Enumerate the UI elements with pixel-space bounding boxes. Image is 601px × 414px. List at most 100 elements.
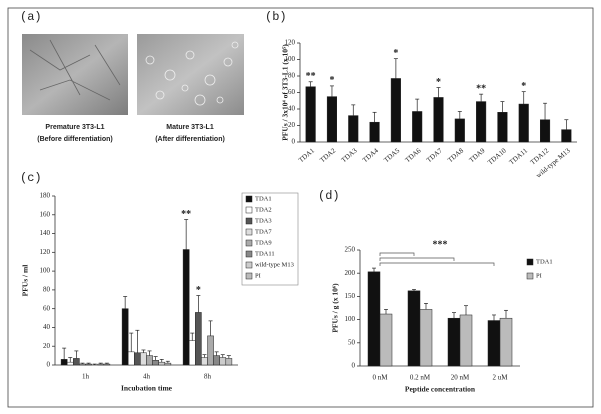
significance-marker: ** — [476, 83, 486, 94]
y-tick-label: 40 — [43, 323, 51, 331]
legend-label: PI — [255, 272, 261, 279]
legend-swatch — [245, 239, 253, 247]
legend-swatch — [245, 261, 253, 269]
bar — [369, 121, 380, 143]
y-tick-label: 20 — [43, 342, 51, 350]
legend-label: wild-type M13 — [255, 261, 294, 268]
bar — [79, 363, 86, 366]
y-tick-label: 150 — [345, 292, 356, 300]
bar — [499, 317, 513, 367]
bar — [219, 357, 227, 366]
micrograph — [22, 34, 128, 115]
x-tick-label: TDA9 — [468, 146, 487, 164]
bar — [60, 359, 68, 366]
bar — [447, 317, 461, 367]
panel-label: (b) — [265, 10, 287, 24]
y-axis-label: PFUs / 3x10⁴ of 3T3-L1 (x 10⁵) — [281, 44, 290, 141]
legend-swatch — [526, 258, 534, 266]
y-axis-label: PFUs / ml — [21, 265, 30, 297]
bar — [407, 290, 421, 367]
y-tick-label: 180 — [40, 192, 51, 200]
legend-swatch — [245, 250, 253, 258]
bar — [97, 363, 105, 366]
x-tick-label: TDA11 — [508, 146, 530, 166]
bar — [127, 351, 135, 366]
y-tick-label: 60 — [43, 304, 51, 312]
x-tick-label: TDA8 — [446, 146, 465, 164]
y-tick-label: 120 — [40, 248, 51, 256]
bar — [561, 129, 572, 143]
bar — [195, 312, 202, 366]
image-caption: (After differentiation) — [155, 136, 225, 143]
bar — [326, 96, 338, 143]
legend-swatch — [245, 195, 253, 203]
x-tick-label: TDA10 — [486, 146, 508, 166]
legend-label: TDA1 — [255, 195, 272, 202]
x-tick-label: TDA7 — [425, 146, 444, 164]
x-tick-label: 8h — [204, 373, 212, 381]
x-tick-label: 2 uM — [493, 374, 509, 382]
bar — [225, 358, 233, 366]
y-tick-label: 250 — [345, 246, 356, 254]
bar — [213, 355, 220, 366]
bar — [390, 78, 401, 143]
y-tick-label: 100 — [285, 55, 296, 63]
bar — [158, 361, 166, 366]
y-tick-label: 100 — [345, 315, 356, 323]
y-tick-label: 100 — [40, 267, 51, 275]
x-tick-label: 1h — [82, 373, 90, 381]
legend-swatch — [526, 272, 534, 280]
y-tick-label: 140 — [40, 229, 51, 237]
bar — [73, 358, 80, 366]
x-axis-label: Peptide concentration — [405, 385, 476, 394]
legend-label: TDA2 — [255, 206, 272, 213]
frame — [7, 7, 594, 408]
legend-swatch — [245, 228, 253, 236]
legend-swatch — [245, 206, 253, 214]
y-tick-label: 80 — [43, 285, 51, 293]
cell-texture — [29, 39, 239, 106]
micrograph — [137, 34, 244, 115]
bar — [433, 97, 444, 143]
x-tick-label: TDA6 — [404, 146, 423, 164]
panel-label: (c) — [20, 171, 42, 185]
x-tick-label: 20 nM — [451, 374, 470, 382]
bar — [146, 355, 153, 366]
bar — [379, 313, 393, 367]
bar — [459, 314, 473, 367]
y-tick-label: 160 — [40, 210, 51, 218]
bar — [182, 249, 190, 366]
bar — [497, 112, 508, 143]
bar — [419, 309, 433, 367]
legend-label: TDA1 — [536, 258, 553, 265]
legend-label: TDA3 — [255, 217, 272, 224]
image-caption: (Before differentiation) — [37, 136, 112, 143]
bar — [121, 308, 129, 366]
x-tick-label: TDA5 — [382, 146, 401, 164]
y-tick-label: 0 — [47, 361, 51, 369]
bar — [103, 363, 111, 366]
bar — [140, 352, 147, 366]
significance-marker: * — [393, 48, 398, 59]
significance-marker: *** — [433, 239, 448, 250]
x-tick-label: TDA2 — [318, 146, 337, 164]
y-tick-label: 0 — [292, 138, 296, 146]
x-tick-label: TDA1 — [297, 146, 316, 164]
y-tick-label: 40 — [288, 105, 296, 113]
x-axis-label: Incubation time — [121, 384, 173, 393]
y-tick-label: 20 — [288, 121, 296, 129]
bar — [201, 357, 208, 366]
image-caption: Premature 3T3-L1 — [45, 124, 104, 131]
bar — [207, 335, 214, 366]
legend-swatch — [245, 272, 253, 280]
panel-label: (a) — [20, 10, 42, 24]
x-tick-label: 0.2 nM — [410, 374, 431, 382]
bar — [164, 362, 172, 366]
panel-label: (d) — [318, 189, 340, 203]
bar — [305, 86, 316, 143]
legend-label: TDA7 — [255, 228, 272, 235]
legend-label: TDA9 — [255, 239, 272, 246]
image-caption: Mature 3T3-L1 — [166, 124, 214, 131]
x-tick-label: 0 nM — [373, 374, 389, 382]
significance-marker: * — [196, 285, 201, 296]
